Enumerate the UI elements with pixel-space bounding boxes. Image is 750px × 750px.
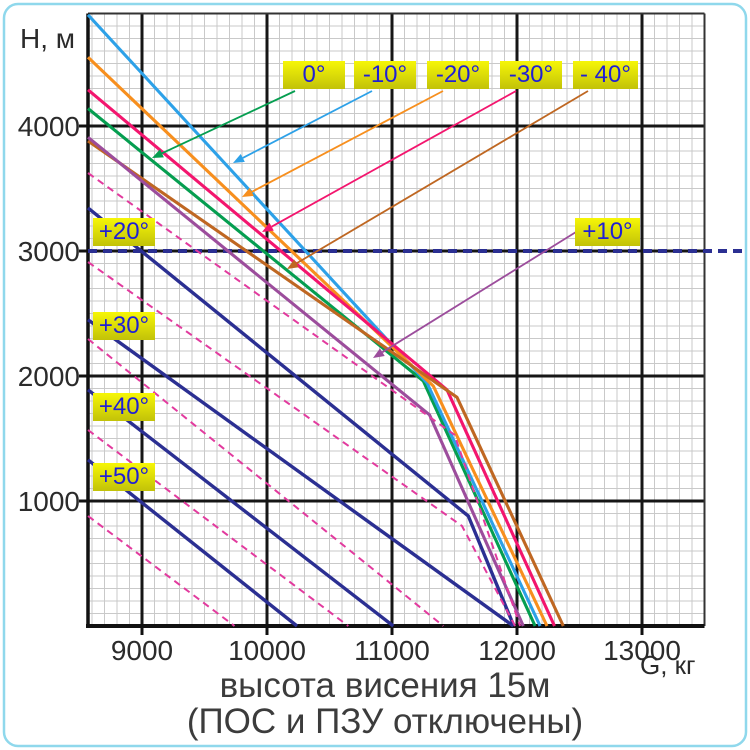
arrowhead-icon: [233, 153, 245, 163]
curve-intermediate3: [87, 338, 444, 627]
x-tick-label: 13000: [603, 635, 681, 666]
arrow-shaft: [381, 231, 577, 353]
temp-label-+20deg: +20°: [93, 218, 155, 246]
y-axis-name: Н, м: [20, 23, 75, 54]
temp-label-+10deg: +10°: [575, 218, 640, 246]
temp-label--30deg: -30°: [500, 61, 562, 89]
grid: [88, 13, 705, 627]
curve-intermediate4: [87, 429, 349, 627]
curve-30deg: [87, 318, 515, 628]
temp-label-0deg: 0°: [283, 61, 345, 89]
x-tick-label: 12000: [478, 635, 556, 666]
arrow-shaft: [296, 90, 589, 265]
temp-label-+40deg: +40°: [93, 393, 155, 421]
curve-intermediate5: [87, 515, 236, 627]
arrow-shaft: [242, 90, 373, 159]
y-tick-label: 3000: [18, 236, 80, 267]
y-tick-label: 2000: [18, 361, 80, 392]
curve-intermediate1: [87, 172, 522, 627]
arrowhead-icon: [287, 259, 299, 269]
curve-intermediate2: [87, 261, 516, 627]
temp-label--10deg: -10°: [354, 61, 416, 89]
curve-20deg: [86, 56, 549, 627]
y-tick-label: 1000: [18, 486, 80, 517]
tick-labels: 4000 3000 2000 1000 9000 10000 11000 12000 13000: [18, 111, 681, 666]
y-tick-label: 4000: [18, 111, 80, 142]
arrowhead-icon: [152, 149, 164, 158]
temp-label--20deg: -20°: [427, 61, 489, 89]
x-tick-label: 9000: [111, 635, 173, 666]
x-tick-label: 11000: [354, 635, 430, 666]
temp-label-+50deg: +50°: [93, 463, 155, 491]
arrowhead-icon: [373, 348, 385, 358]
curve-30deg: [87, 88, 556, 627]
temp-label-+30deg: +30°: [93, 312, 155, 340]
x-tick-label: 10000: [228, 635, 306, 666]
temperature-curves: [86, 13, 565, 628]
leader-arrows: [152, 90, 589, 358]
curve-10deg: [86, 13, 542, 627]
curve-40deg: [87, 139, 565, 627]
curve-20deg: [86, 206, 516, 627]
arrow-shaft: [271, 90, 517, 228]
x-axis-name: G, кг: [640, 650, 696, 680]
arrowhead-icon: [262, 222, 274, 232]
arrow-shaft: [251, 90, 444, 193]
curve-10deg: [87, 136, 525, 627]
chart-title-line1: высота висения 15м: [220, 666, 551, 705]
arrow-shaft: [161, 90, 296, 155]
arrowhead-icon: [242, 187, 254, 197]
chart-title-line2: (ПОС и ПЗУ отключены): [187, 702, 583, 741]
curve-40deg: [86, 388, 395, 628]
temp-label--40deg: - 40°: [573, 61, 638, 89]
